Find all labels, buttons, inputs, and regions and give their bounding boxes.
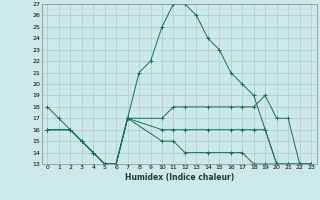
X-axis label: Humidex (Indice chaleur): Humidex (Indice chaleur) [124,173,234,182]
